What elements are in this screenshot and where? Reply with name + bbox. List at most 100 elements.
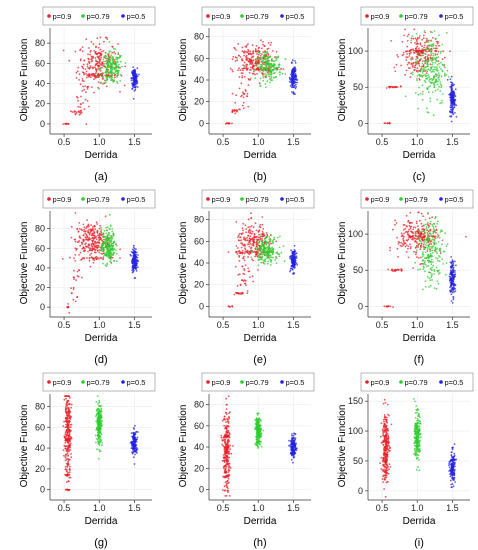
data-point	[84, 249, 86, 252]
data-point	[265, 62, 267, 64]
data-point	[269, 70, 272, 73]
series-p=0.5	[288, 59, 299, 95]
data-point	[270, 233, 272, 236]
data-point	[412, 228, 415, 231]
data-point	[110, 54, 113, 57]
data-point	[80, 241, 83, 244]
data-point	[271, 65, 273, 67]
data-point	[411, 58, 414, 60]
data-point	[249, 60, 252, 63]
data-point	[414, 58, 417, 61]
data-point	[261, 72, 263, 74]
data-point	[243, 259, 246, 262]
data-point	[90, 252, 93, 255]
data-point	[239, 292, 241, 295]
data-point	[81, 229, 83, 232]
data-point	[104, 81, 107, 84]
data-point	[270, 41, 273, 44]
data-point	[295, 79, 298, 81]
data-point	[255, 248, 258, 251]
data-point	[247, 226, 250, 229]
data-point	[406, 56, 409, 59]
data-point	[417, 244, 420, 247]
data-point	[69, 448, 71, 451]
data-point	[239, 108, 241, 111]
data-point	[103, 242, 105, 245]
data-point	[455, 115, 458, 118]
data-point	[437, 80, 439, 83]
legend-marker	[121, 380, 125, 384]
data-point	[223, 415, 226, 418]
data-point	[268, 250, 271, 253]
data-point	[131, 436, 134, 438]
data-point	[449, 104, 452, 107]
data-point	[102, 75, 104, 78]
data-point	[452, 286, 455, 289]
data-point	[437, 259, 439, 262]
data-point	[429, 279, 432, 281]
data-point	[106, 247, 108, 250]
data-point	[110, 242, 113, 245]
data-point	[89, 76, 92, 79]
data-point	[410, 51, 412, 54]
data-point	[98, 448, 100, 451]
data-point	[419, 248, 422, 251]
data-point	[407, 247, 409, 250]
data-point	[256, 50, 258, 53]
data-point	[235, 221, 238, 223]
data-point	[418, 74, 420, 76]
data-point	[107, 71, 110, 74]
data-point	[450, 115, 453, 117]
data-point	[263, 45, 266, 47]
data-point	[417, 107, 420, 110]
data-point	[427, 41, 430, 43]
data-point	[87, 53, 89, 56]
data-point	[111, 55, 114, 58]
data-point	[242, 64, 245, 66]
data-point	[426, 70, 429, 73]
data-point	[104, 245, 107, 248]
series-p=0.79	[404, 30, 450, 117]
data-point	[427, 221, 429, 224]
data-point	[276, 236, 279, 239]
data-point	[252, 226, 255, 229]
y-tick-label: 60	[35, 422, 45, 432]
data-point	[248, 237, 251, 240]
data-point	[294, 87, 297, 90]
data-point	[71, 292, 73, 295]
data-point	[102, 77, 105, 79]
data-point	[407, 256, 410, 259]
data-point	[415, 251, 417, 254]
data-point	[247, 105, 250, 108]
data-point	[70, 453, 72, 455]
data-point	[407, 219, 410, 222]
x-tick-label: 0.5	[58, 320, 71, 330]
data-point	[90, 60, 93, 63]
data-point	[132, 81, 135, 84]
data-point	[266, 80, 269, 83]
y-tick-label: 80	[35, 401, 45, 411]
y-tick-label: 60	[194, 53, 204, 63]
data-point	[293, 68, 296, 71]
legend-label: p=0.9	[212, 195, 231, 204]
data-point	[251, 275, 254, 278]
x-axis-label: Derrida	[85, 150, 118, 161]
data-point	[440, 86, 443, 88]
data-point	[260, 247, 263, 250]
data-point	[115, 56, 118, 59]
data-point	[242, 272, 245, 275]
data-point	[436, 220, 439, 223]
data-point	[132, 76, 135, 78]
data-point	[257, 256, 259, 258]
data-point	[256, 73, 258, 75]
data-point	[86, 74, 89, 77]
data-point	[119, 73, 122, 76]
legend-label: p=0.79	[405, 195, 428, 204]
data-point	[291, 74, 294, 76]
data-point	[116, 70, 118, 73]
panel-caption: (e)	[253, 354, 266, 366]
data-point	[274, 258, 277, 261]
data-point	[133, 256, 136, 258]
data-point	[222, 454, 225, 456]
data-point	[108, 41, 111, 43]
